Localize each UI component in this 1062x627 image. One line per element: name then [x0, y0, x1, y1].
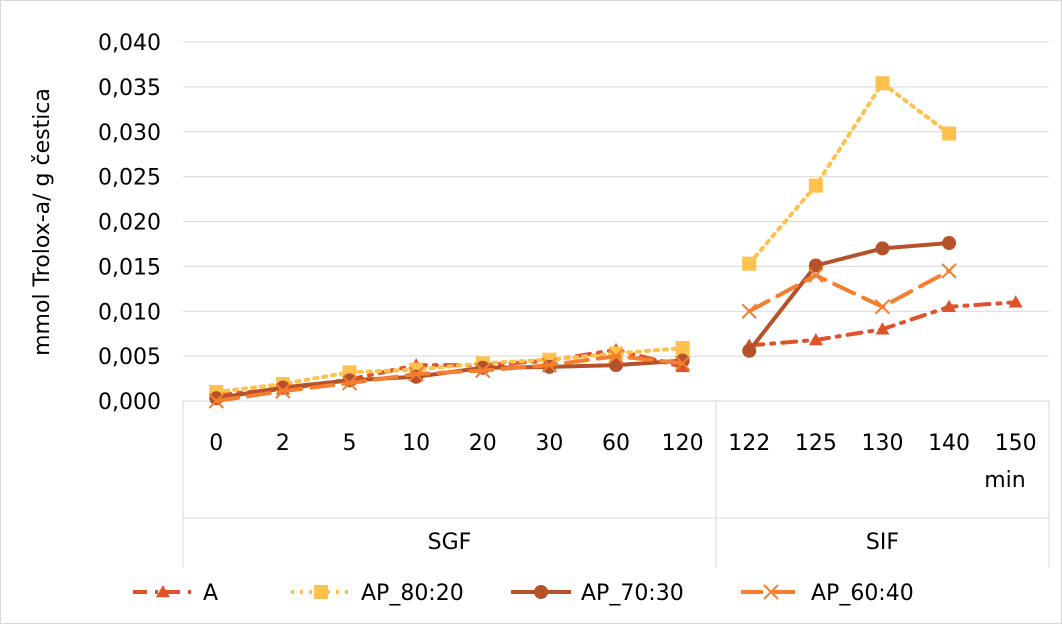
y-tick-label: 0,000 — [98, 390, 161, 415]
x-group-label: SIF — [866, 530, 899, 555]
x-group-label: SGF — [428, 530, 472, 555]
legend-item: AP_70:30 — [511, 581, 684, 606]
data-point-marker — [741, 303, 757, 319]
legend-label: AP_70:30 — [581, 581, 684, 606]
series-ap-80-20 — [209, 76, 957, 400]
x-tick-label: 30 — [535, 431, 563, 456]
data-point-marker — [275, 383, 291, 399]
x-tick-label: 150 — [995, 431, 1037, 456]
data-point-marker — [156, 585, 170, 598]
data-point-marker — [541, 357, 558, 373]
series-line — [747, 80, 952, 266]
y-axis-title: mmol Trolox-a/ g čestica — [30, 88, 55, 356]
y-tick-label: 0,030 — [98, 121, 161, 146]
data-point-marker — [874, 299, 891, 315]
data-point-marker — [942, 299, 957, 313]
series-line — [214, 346, 685, 395]
y-tick-label: 0,010 — [98, 300, 161, 325]
data-point-marker — [475, 362, 491, 379]
data-point-marker — [942, 126, 957, 141]
data-point-marker — [742, 343, 757, 358]
series-ap-70-30 — [209, 236, 957, 406]
legend-label: A — [203, 581, 218, 606]
data-point-marker — [763, 584, 779, 600]
x-tick-labels: 0 2 5 10 20 30 60 120 122 125 130 140 150 SGF SIF — [209, 431, 1036, 555]
data-point-marker — [208, 393, 225, 409]
series — [208, 76, 1023, 409]
y-tick-label: 0,025 — [98, 166, 161, 191]
data-point-marker — [941, 263, 957, 279]
legend-label: AP_60:40 — [811, 581, 914, 606]
x-unit-label: min — [984, 468, 1026, 493]
x-tick-label: 120 — [662, 431, 704, 456]
legend-label: AP_80:20 — [361, 581, 464, 606]
x-tick-label: 130 — [861, 431, 903, 456]
data-point-marker — [408, 366, 424, 382]
gridlines — [183, 41, 1049, 357]
y-tick-label: 0,005 — [98, 345, 161, 370]
legend-item: AP_80:20 — [291, 581, 464, 606]
data-point-marker — [808, 178, 823, 193]
legend: A AP_80:20 AP_70:30 AP_60:40 — [133, 581, 914, 606]
data-point-marker — [875, 241, 890, 256]
data-point-marker — [675, 353, 690, 368]
data-point-marker — [808, 258, 823, 273]
data-point-marker — [675, 341, 690, 356]
data-point-marker — [808, 332, 823, 346]
data-point-marker — [608, 348, 624, 364]
y-tick-label: 0,020 — [98, 211, 161, 236]
x-tick-label: 5 — [343, 431, 357, 456]
data-point-marker — [674, 355, 691, 372]
y-tick-label: 0,035 — [98, 76, 161, 101]
x-tick-label: 2 — [276, 431, 290, 456]
series-line — [214, 354, 685, 403]
data-point-marker — [1008, 295, 1023, 308]
x-tick-label: 122 — [728, 431, 770, 456]
legend-item: A — [133, 581, 218, 606]
series-line — [747, 268, 952, 314]
x-tick-label: 10 — [402, 431, 430, 456]
data-point-marker — [942, 236, 957, 251]
axes — [182, 400, 1050, 567]
x-tick-label: 20 — [469, 431, 497, 456]
series-line — [747, 241, 952, 353]
y-tick-label: 0,015 — [98, 255, 161, 280]
x-tick-label: 60 — [602, 431, 630, 456]
data-point-marker — [314, 585, 328, 599]
data-point-marker — [609, 358, 623, 373]
data-point-marker — [875, 76, 890, 91]
x-tick-label: 0 — [209, 431, 223, 456]
data-point-marker — [534, 585, 548, 599]
x-tick-label: 140 — [928, 431, 970, 456]
series-ap-60-40 — [208, 263, 957, 409]
legend-item: AP_60:40 — [741, 581, 914, 606]
y-tick-label: 0,040 — [98, 31, 161, 56]
data-point-marker — [341, 375, 358, 391]
x-tick-label: 125 — [795, 431, 837, 456]
data-point-marker — [742, 256, 757, 271]
data-point-marker — [875, 322, 890, 335]
data-point-marker — [808, 267, 824, 284]
y-tick-labels: 0,000 0,005 0,010 0,015 0,020 0,025 0,030 0,035… — [98, 31, 161, 415]
